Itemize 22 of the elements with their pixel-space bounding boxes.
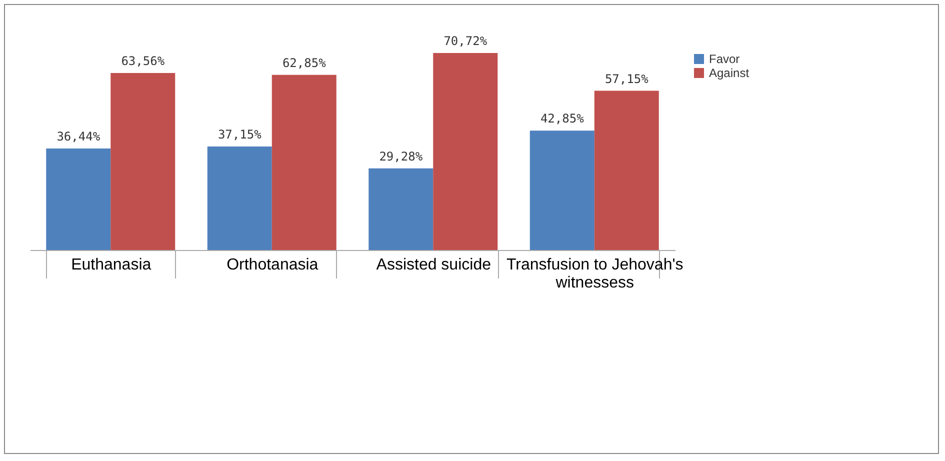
data-label: 29,28%	[379, 149, 424, 164]
x-tick-label: Euthanasia	[71, 256, 152, 274]
data-label: 63,56%	[121, 54, 166, 68]
data-label: 37,15%	[218, 128, 262, 142]
bar	[207, 146, 272, 250]
data-label: 70,72%	[444, 34, 488, 48]
bar	[110, 72, 176, 250]
data-label: 62,85%	[282, 56, 327, 70]
data-label: 57,15%	[604, 72, 650, 86]
x-tick-label: Orthotanasia	[226, 256, 318, 274]
data-label: 36,44%	[56, 129, 101, 144]
legend-label: Favor	[709, 52, 740, 66]
data-label: 42,85%	[540, 112, 585, 126]
x-tick-label: Transfusion to Jehovah's witnessess	[506, 256, 684, 292]
bar	[46, 148, 111, 250]
bar	[368, 168, 434, 250]
x-tick-label: Assisted suicide	[376, 256, 492, 274]
bar	[433, 53, 498, 250]
bar	[530, 130, 594, 250]
legend-label: Against	[709, 66, 750, 80]
bar	[272, 74, 336, 250]
bar	[594, 90, 659, 250]
